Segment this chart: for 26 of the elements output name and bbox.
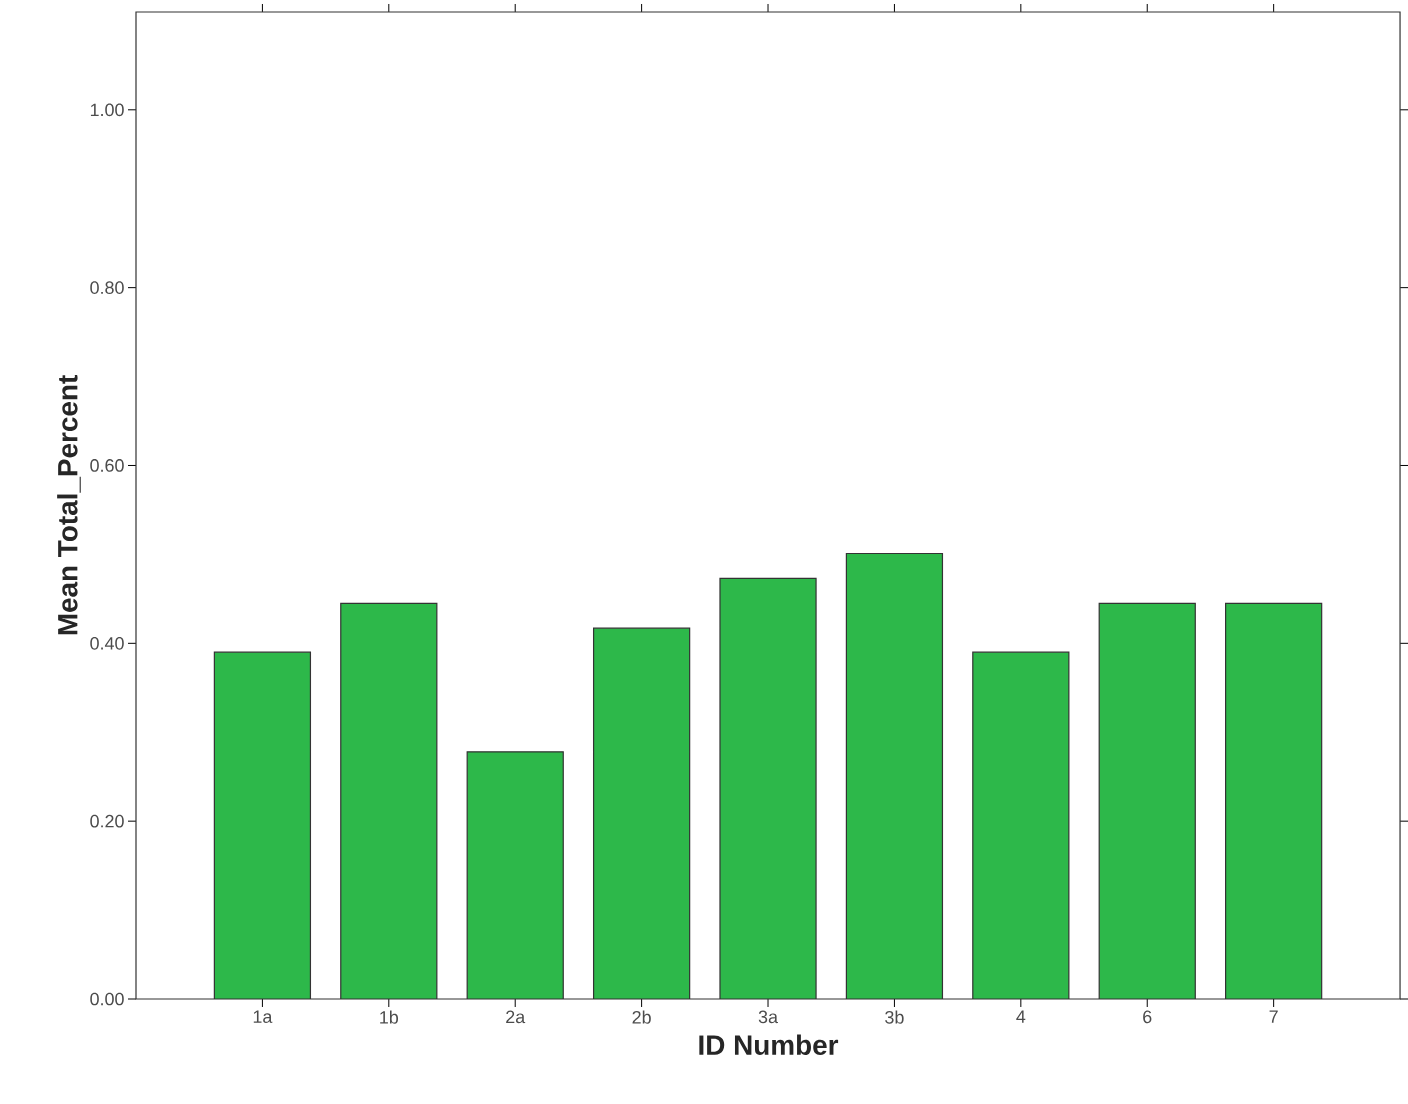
x-tick-label: 2b <box>632 1010 651 1024</box>
x-tick-label: 3b <box>885 1010 904 1024</box>
x-tick-label: 3a <box>758 1010 778 1024</box>
bar <box>214 652 311 999</box>
bar <box>340 603 437 999</box>
bar <box>593 628 690 999</box>
bar <box>1099 603 1196 999</box>
x-tick-label: 7 <box>1269 1010 1278 1023</box>
bar <box>846 553 943 999</box>
x-axis-title: ID Number <box>699 1034 839 1056</box>
bar <box>719 578 817 999</box>
x-tick-label: 4 <box>1016 1010 1026 1023</box>
y-tick-label: 0.20 <box>90 814 124 828</box>
x-tick-label: 2a <box>506 1010 526 1024</box>
y-axis-title: Mean Total_Percent <box>57 375 81 635</box>
y-tick-label: 0.40 <box>90 636 124 650</box>
y-tick-label: 0.60 <box>90 459 124 472</box>
y-tick-label: 0.00 <box>90 992 124 1006</box>
y-tick-label: 1.00 <box>90 103 124 117</box>
x-tick-label: 1b <box>380 1010 399 1024</box>
bar <box>467 751 564 999</box>
x-tick-label: 6 <box>1143 1010 1152 1024</box>
bar <box>1225 602 1323 999</box>
bar <box>972 652 1069 999</box>
y-tick-label: 0.80 <box>90 281 124 294</box>
x-tick-label: 1a <box>253 1010 273 1024</box>
